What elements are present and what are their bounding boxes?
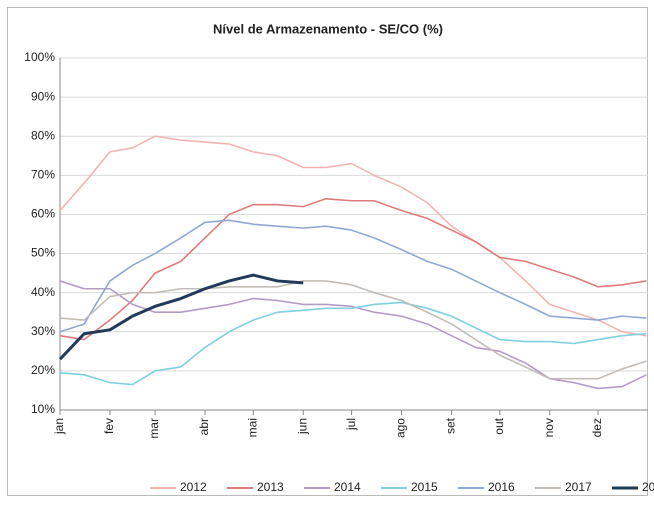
x-tick-label: jan — [52, 418, 66, 435]
legend-label: 2013 — [257, 480, 284, 494]
x-tick-label: nov — [542, 418, 556, 437]
legend-label: 2014 — [334, 480, 361, 494]
x-tick-label: dez — [590, 418, 604, 437]
y-tick-label: 30% — [31, 324, 55, 338]
y-tick-label: 80% — [31, 128, 55, 142]
x-tick-label: jul — [344, 418, 358, 431]
y-tick-label: 70% — [31, 168, 55, 182]
x-tick-label: set — [444, 417, 458, 434]
x-tick-label: fev — [102, 418, 116, 434]
legend-label: 2015 — [411, 480, 438, 494]
series-line — [59, 198, 647, 341]
y-tick-label: 90% — [31, 89, 55, 103]
series-line — [59, 280, 647, 380]
chart-border — [7, 7, 648, 496]
y-tick-label: 40% — [31, 285, 55, 299]
series-line — [58, 273, 304, 361]
legend-label: 2018 — [642, 480, 654, 494]
series-line — [59, 135, 647, 337]
x-tick-label: ago — [394, 418, 408, 438]
legend-label: 2016 — [488, 480, 515, 494]
y-tick-label: 20% — [31, 363, 55, 377]
x-tick-label: abr — [197, 418, 211, 435]
x-tick-label: out — [492, 417, 506, 434]
chart-title: Nível de Armazenamento - SE/CO (%) — [213, 21, 443, 36]
y-tick-label: 100% — [24, 50, 55, 64]
x-tick-label: mar — [147, 418, 161, 439]
y-tick-label: 60% — [31, 207, 55, 221]
legend-label: 2012 — [180, 480, 207, 494]
y-tick-label: 10% — [31, 402, 55, 416]
series-line — [59, 219, 647, 333]
legend-label: 2017 — [565, 480, 592, 494]
x-tick-label: mai — [245, 418, 259, 437]
series-line — [59, 301, 647, 386]
x-tick-label: jun — [295, 418, 309, 435]
y-tick-label: 50% — [31, 246, 55, 260]
